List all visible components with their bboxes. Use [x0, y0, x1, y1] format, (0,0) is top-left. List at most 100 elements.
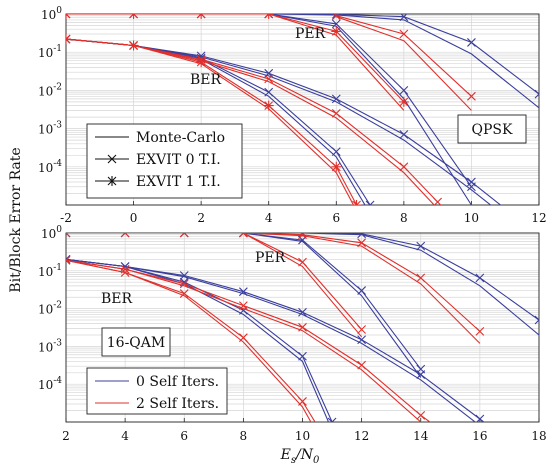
x-tick-label: 12 [354, 429, 369, 443]
series-line [66, 14, 405, 111]
series-line [66, 233, 481, 344]
annotation-ber: BER [101, 291, 133, 307]
data-point-marker [264, 74, 274, 84]
data-point-marker [120, 233, 130, 238]
data-point-marker [399, 162, 409, 172]
series-line [243, 233, 363, 338]
modulation-box [457, 114, 527, 144]
y-tick-label: 100 [41, 225, 62, 241]
x-tick-label: 16 [472, 429, 487, 443]
data-point-marker [66, 255, 71, 264]
x-tick-label: 10 [295, 429, 310, 443]
x-tick-label: 2 [197, 211, 205, 225]
data-point-marker [331, 19, 341, 29]
x-tick-label: 4 [265, 211, 273, 225]
x-axis-label: Es/N0 [280, 447, 320, 465]
x-tick-label: 8 [240, 429, 248, 443]
data-point-marker [475, 273, 485, 283]
data-point-marker [467, 91, 476, 101]
data-point-marker [66, 255, 71, 265]
x-tick-label: 8 [400, 211, 408, 225]
data-point-marker [327, 417, 337, 422]
y-tick-label: 10-3 [38, 121, 62, 137]
data-point-marker [331, 14, 341, 19]
data-point-marker [467, 177, 476, 187]
annotation-ber: BER [190, 72, 222, 88]
series-line [336, 16, 472, 111]
data-point-marker [416, 273, 426, 283]
y-tick-label: 10-1 [38, 44, 62, 60]
legend: Monte-Carlo EXVIT 0 T.I. EXVIT 1 T.I. [86, 123, 243, 199]
data-point-marker [298, 307, 307, 317]
y-tick-label: 10-1 [38, 263, 62, 279]
data-point-marker [357, 233, 367, 239]
x-tick-label: 6 [180, 429, 188, 443]
legend-frame [86, 123, 243, 199]
legend-label: EXVIT 1 T.I. [136, 174, 221, 190]
series-line [66, 259, 312, 422]
legend-label: Monte-Carlo [136, 130, 225, 146]
x-tick-label: 6 [332, 211, 340, 225]
data-point-marker [475, 414, 485, 422]
x-tick-label: 2 [62, 429, 70, 443]
legend-label: 0 Self Iters. [136, 374, 219, 390]
data-point-marker [179, 289, 189, 298]
data-point-marker [534, 89, 539, 99]
series-line [66, 258, 330, 422]
data-point-marker [399, 130, 409, 139]
series-line [66, 258, 477, 422]
legend-label: 2 Self Iters. [136, 396, 219, 412]
data-point-marker [534, 315, 539, 325]
x-tick-label: 0 [130, 211, 138, 225]
series-line [268, 14, 472, 205]
data-point-marker [331, 161, 342, 172]
x-tick-label: 10 [464, 211, 479, 225]
annotation-per: PER [295, 26, 326, 42]
y-tick-label: 10-4 [38, 376, 62, 392]
data-point-marker [66, 233, 71, 238]
series-line [66, 14, 405, 103]
y-tick-label: 10-4 [38, 159, 62, 175]
data-point-marker [475, 326, 485, 336]
data-point-marker [331, 94, 341, 104]
legend-marker [107, 154, 117, 164]
data-point-marker [399, 86, 409, 95]
annotation-per: PER [255, 250, 286, 266]
modulation-box [101, 327, 171, 357]
series-line [243, 233, 422, 378]
data-point-marker [331, 14, 341, 21]
series-line [243, 233, 422, 370]
series-line [66, 259, 422, 422]
data-point-marker [331, 26, 342, 37]
x-tick-label: 12 [531, 211, 546, 225]
series-line [66, 14, 539, 109]
data-point-marker [238, 233, 248, 238]
data-point-marker [196, 57, 207, 68]
legend-label: EXVIT 0 T.I. [136, 152, 221, 168]
series-line [66, 233, 539, 321]
modulation-label: QPSK [472, 122, 513, 138]
series-line [268, 14, 472, 188]
x-tick-label: -2 [60, 211, 72, 225]
y-tick-label: 10-2 [38, 301, 62, 317]
y-tick-label: 10-3 [38, 338, 62, 354]
data-point-marker [416, 241, 426, 251]
y-tick-label: 100 [41, 6, 62, 22]
legend-frame [86, 367, 228, 415]
data-point-marker [179, 233, 189, 238]
data-point-marker [365, 200, 375, 205]
modulation-label: 16-QAM [107, 335, 165, 351]
y-tick-label: 10-2 [38, 82, 62, 98]
panel-top: -2 0 2 4 6 8 10 12 100 10-1 10-2 10-3 10-4 PER BER QPSK… [38, 6, 547, 225]
y-axis-label: Bit/Block Error Rate [8, 147, 24, 292]
data-point-marker [263, 100, 274, 111]
data-point-marker [398, 96, 409, 107]
series-line [66, 38, 355, 205]
series-line [66, 233, 539, 336]
data-point-marker [467, 38, 476, 47]
data-point-marker [399, 29, 409, 39]
legend-marker [107, 176, 117, 186]
x-tick-label: 14 [413, 429, 429, 443]
series-group [66, 14, 539, 205]
